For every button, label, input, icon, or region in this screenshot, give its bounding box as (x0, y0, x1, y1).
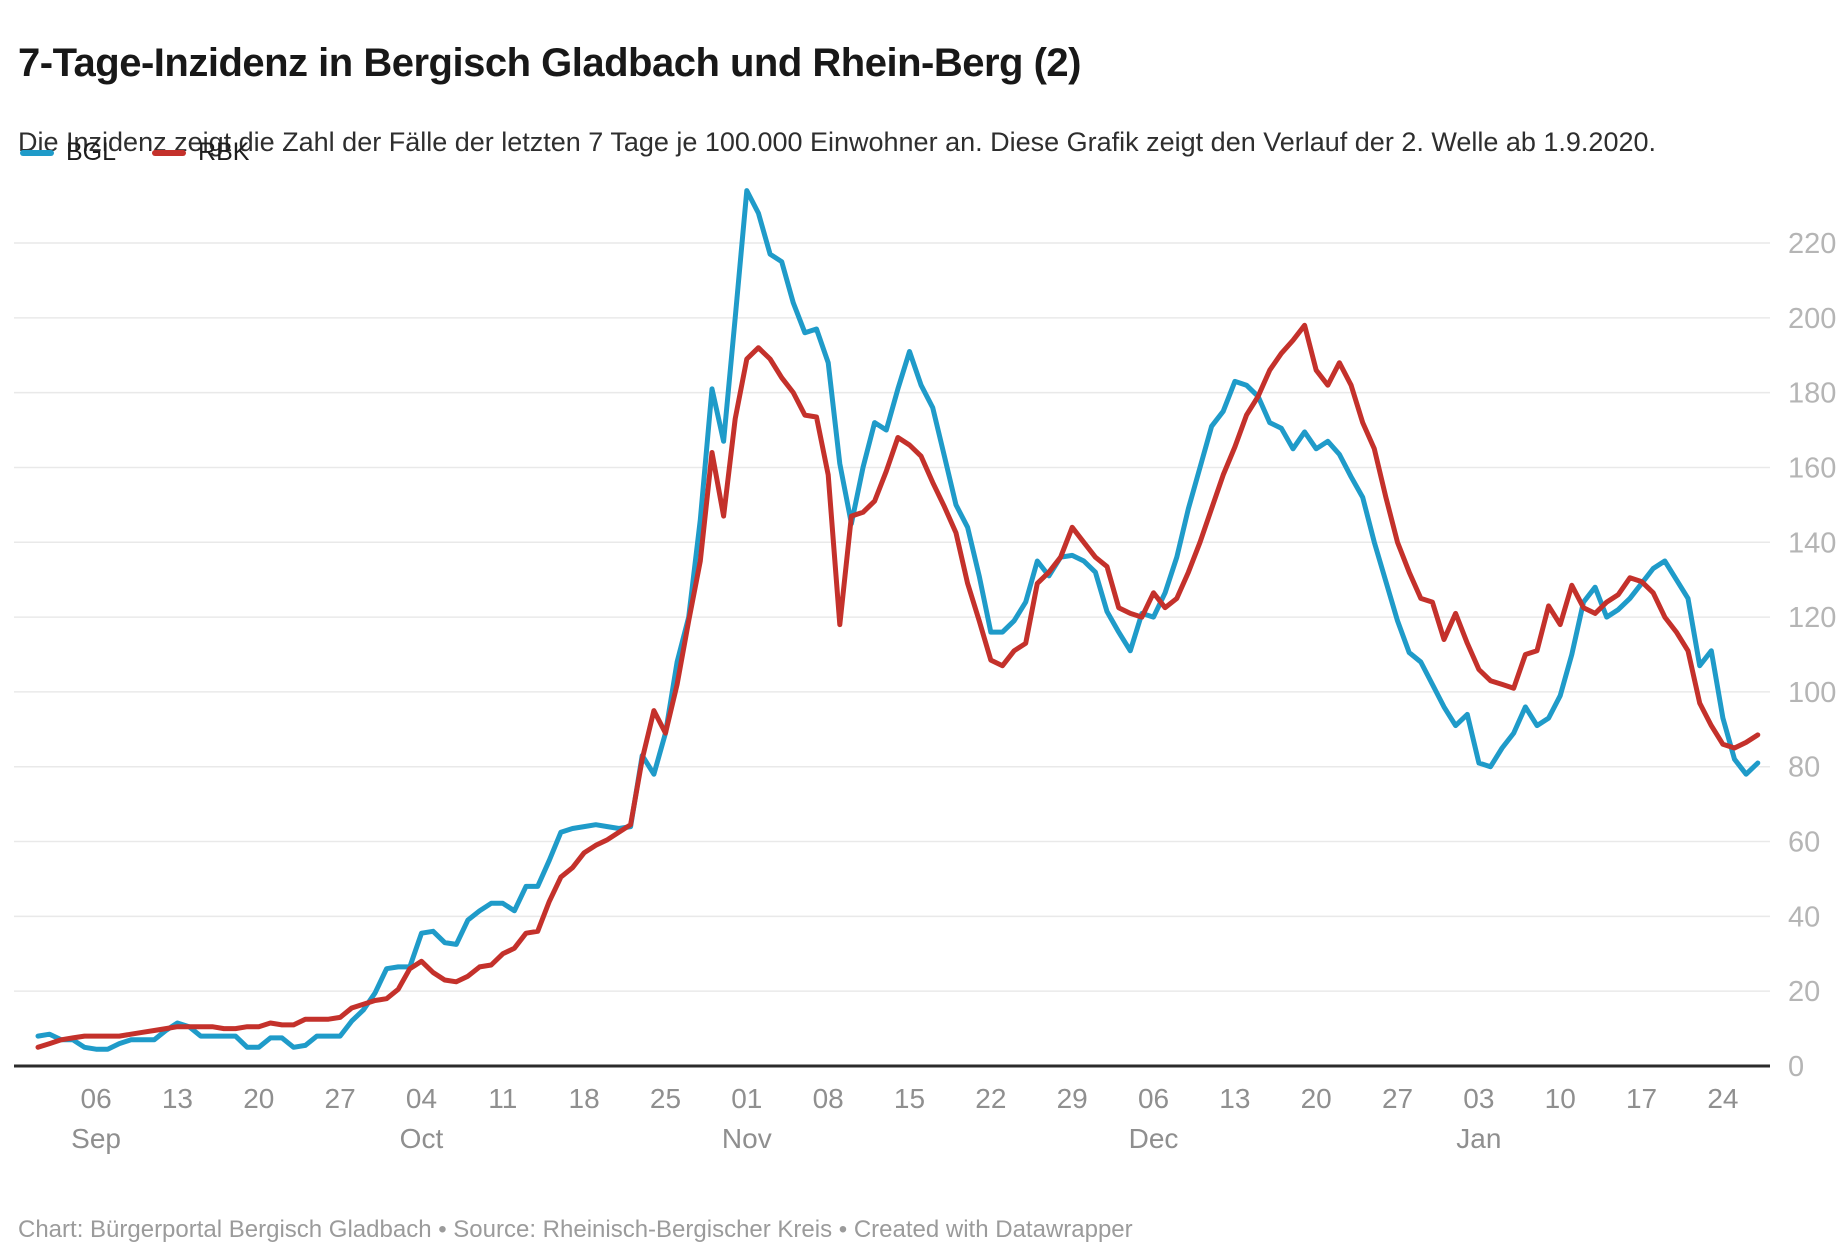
rbk-line-swatch-icon (152, 149, 187, 156)
chart-credit: Chart: Bürgerportal Bergisch Gladbach • … (18, 1216, 1133, 1243)
y-tick-label: 140 (1788, 527, 1836, 559)
legend-item-rbk: RBK (152, 138, 249, 167)
x-tick-label: 18 (569, 1083, 600, 1114)
x-tick-label: 10 (1545, 1083, 1576, 1114)
series-line-bgl (35, 188, 1761, 1052)
legend-item-bgl: BGL (20, 138, 116, 167)
chart-legend: BGL RBK (20, 138, 249, 167)
x-tick-label: 25 (650, 1083, 681, 1114)
x-tick-label: 22 (975, 1083, 1006, 1114)
series-line-rbk (35, 322, 1761, 1050)
x-tick-label: 20 (243, 1083, 274, 1114)
y-tick-label: 220 (1788, 228, 1836, 260)
x-tick-label: 11 (488, 1083, 517, 1114)
y-tick-label: 120 (1788, 602, 1836, 634)
x-tick-label: 27 (1382, 1083, 1413, 1114)
x-month-label: Nov (722, 1123, 772, 1154)
x-tick-label: 03 (1463, 1083, 1494, 1114)
x-month-label: Dec (1129, 1123, 1179, 1154)
y-axis-labels: 0 20 40 60 80 100 120 140 160 180 200 220 (1788, 228, 1836, 1083)
x-tick-label: 24 (1707, 1083, 1738, 1114)
x-tick-label: 27 (325, 1083, 356, 1114)
data-series (35, 188, 1761, 1052)
y-tick-label: 200 (1788, 303, 1836, 335)
y-tick-label: 0 (1788, 1051, 1804, 1083)
x-tick-label: 04 (406, 1083, 437, 1114)
x-month-label: Jan (1456, 1123, 1501, 1154)
x-tick-label: 06 (81, 1083, 112, 1114)
x-tick-label: 20 (1301, 1083, 1332, 1114)
y-tick-label: 20 (1788, 976, 1820, 1008)
x-month-label: Oct (400, 1123, 444, 1154)
y-tick-label: 40 (1788, 901, 1820, 933)
x-tick-label: 01 (731, 1083, 762, 1114)
chart-subtitle: Die Inzidenz zeigt die Zahl der Fälle de… (18, 127, 1656, 157)
x-tick-label: 13 (162, 1083, 193, 1114)
x-tick-label: 15 (894, 1083, 925, 1114)
gridlines (14, 242, 1770, 1068)
y-tick-label: 160 (1788, 452, 1836, 484)
legend-label-bgl: BGL (66, 138, 117, 166)
x-tick-label: 13 (1219, 1083, 1250, 1114)
y-tick-label: 60 (1788, 827, 1820, 859)
y-tick-label: 100 (1788, 677, 1836, 709)
x-axis-labels: 06 Sep 13 20 27 04 Oct 11 18 25 01 Nov 08 15 22 29 06 Dec… (71, 1083, 1738, 1154)
x-tick-label: 06 (1138, 1083, 1169, 1114)
y-tick-label: 180 (1788, 378, 1836, 410)
bgl-line-swatch-icon (20, 149, 54, 156)
x-month-label: Sep (71, 1123, 121, 1154)
x-tick-label: 29 (1057, 1083, 1088, 1114)
page-title: 7-Tage-Inzidenz in Bergisch Gladbach und… (18, 40, 1081, 85)
y-tick-label: 80 (1788, 752, 1820, 784)
legend-label-rbk: RBK (198, 138, 250, 166)
x-tick-label: 17 (1626, 1083, 1657, 1114)
x-tick-label: 08 (813, 1083, 844, 1114)
